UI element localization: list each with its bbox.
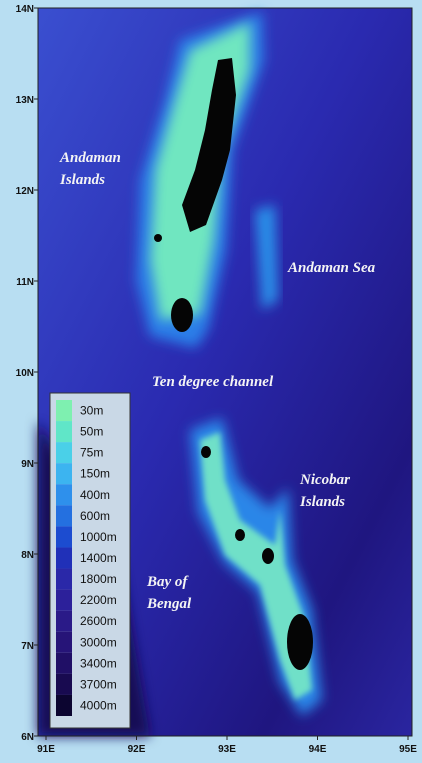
land bbox=[201, 446, 211, 458]
legend-swatch bbox=[56, 695, 72, 716]
lon-label: 93E bbox=[218, 744, 236, 755]
legend-label: 75m bbox=[80, 446, 103, 460]
legend-swatch bbox=[56, 632, 72, 653]
legend-label: 2200m bbox=[80, 593, 117, 607]
legend-label: 3000m bbox=[80, 635, 117, 649]
place-label: Bengal bbox=[146, 596, 192, 612]
place-label: Islands bbox=[59, 172, 105, 188]
lon-label: 91E bbox=[37, 744, 55, 755]
lat-label: 8N bbox=[21, 550, 34, 561]
place-label: Andaman Sea bbox=[287, 260, 376, 276]
legend-swatch bbox=[56, 484, 72, 505]
place-label: Ten degree channel bbox=[152, 374, 274, 390]
legend-label: 50m bbox=[80, 425, 103, 439]
legend-swatch bbox=[56, 400, 72, 421]
lon-label: 92E bbox=[128, 744, 146, 755]
lat-label: 6N bbox=[21, 732, 34, 743]
legend-swatch bbox=[56, 547, 72, 568]
lat-label: 7N bbox=[21, 641, 34, 652]
legend-label: 30m bbox=[80, 404, 103, 418]
land bbox=[262, 548, 274, 564]
legend-swatch bbox=[56, 421, 72, 442]
map-figure: 14N 13N 12N 11N 10N 9N 8N 7N 6N91E 92E 93E 94E 95E An… bbox=[0, 0, 422, 763]
legend-label: 1000m bbox=[80, 530, 117, 544]
lon-label: 94E bbox=[309, 744, 327, 755]
legend-swatch bbox=[56, 653, 72, 674]
legend-swatch bbox=[56, 442, 72, 463]
place-label: Islands bbox=[299, 494, 345, 510]
land bbox=[171, 298, 193, 332]
legend-swatch bbox=[56, 590, 72, 611]
lat-label: 12N bbox=[16, 186, 34, 197]
legend-label: 3400m bbox=[80, 656, 117, 670]
lon-label: 95E bbox=[399, 744, 417, 755]
legend-label: 1800m bbox=[80, 572, 117, 586]
lat-label: 11N bbox=[16, 277, 34, 288]
lat-label: 9N bbox=[21, 459, 34, 470]
legend-label: 1400m bbox=[80, 551, 117, 565]
legend-label: 2600m bbox=[80, 614, 117, 628]
legend-swatch bbox=[56, 611, 72, 632]
place-label: Bay of bbox=[146, 574, 189, 590]
legend-label: 3700m bbox=[80, 677, 117, 691]
legend-label: 400m bbox=[80, 488, 110, 502]
place-label: Nicobar bbox=[299, 472, 350, 488]
legend-label: 4000m bbox=[80, 698, 117, 712]
land bbox=[154, 234, 162, 242]
place-label: Andaman bbox=[59, 150, 121, 166]
lat-label: 10N bbox=[16, 368, 34, 379]
legend-swatch bbox=[56, 505, 72, 526]
legend-swatch bbox=[56, 569, 72, 590]
land bbox=[287, 614, 313, 670]
legend-swatch bbox=[56, 674, 72, 695]
land bbox=[235, 529, 245, 541]
legend-label: 150m bbox=[80, 467, 110, 481]
lat-label: 13N bbox=[16, 95, 34, 106]
lat-label: 14N bbox=[16, 4, 34, 15]
legend-label: 600m bbox=[80, 509, 110, 523]
legend-swatch bbox=[56, 463, 72, 484]
legend-swatch bbox=[56, 526, 72, 547]
